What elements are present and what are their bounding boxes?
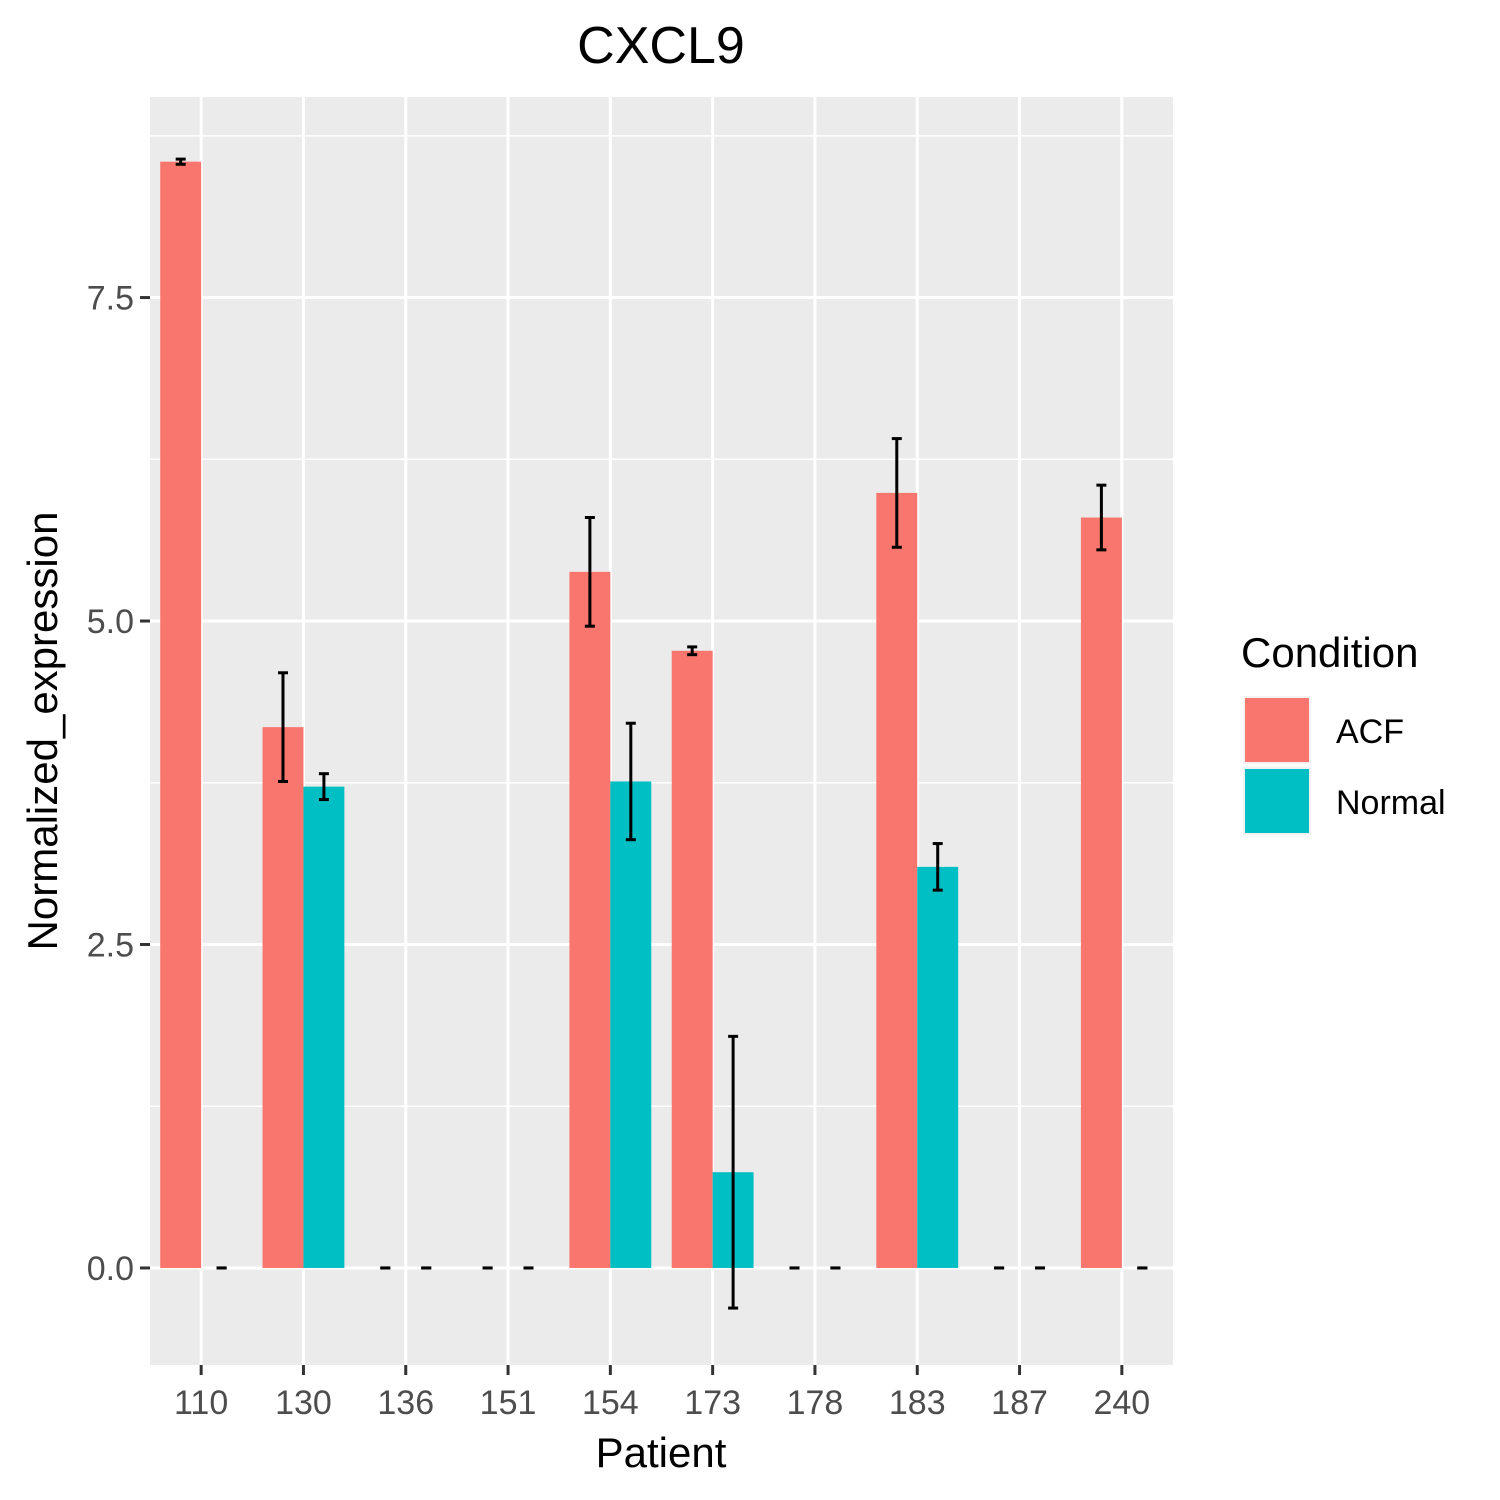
bar-acf-173 — [671, 650, 713, 1268]
legend-key-acf — [1245, 698, 1309, 762]
bar-normal-183 — [917, 866, 959, 1268]
x-tick-label: 110 — [174, 1384, 228, 1422]
legend-key-normal — [1245, 769, 1309, 833]
bar-acf-110 — [160, 161, 202, 1268]
x-tick-label: 187 — [991, 1384, 1048, 1422]
chart-title: CXCL9 — [577, 17, 745, 75]
y-tick-label: 7.5 — [87, 280, 134, 318]
axes: 0.0 2.5 5.0 7.5 110 130 136 151 154 173 178 183 187 2… — [87, 280, 1150, 1422]
legend-title: Condition — [1241, 629, 1418, 676]
legend: Condition ACF Normal — [1241, 629, 1446, 835]
y-tick-label: 0.0 — [87, 1250, 134, 1288]
legend-label-acf: ACF — [1336, 713, 1404, 751]
bar-acf-130 — [262, 727, 304, 1268]
y-tick-label: 5.0 — [87, 603, 134, 641]
bar-acf-154 — [569, 571, 611, 1268]
bar-normal-130 — [303, 786, 345, 1268]
legend-label-normal: Normal — [1336, 784, 1446, 822]
bar-normal-154 — [610, 781, 652, 1268]
x-tick-label: 240 — [1093, 1384, 1150, 1422]
x-tick-label: 173 — [684, 1384, 741, 1422]
x-tick-label: 178 — [787, 1384, 844, 1422]
y-tick-label: 2.5 — [87, 926, 134, 964]
x-tick-label: 136 — [377, 1384, 434, 1422]
x-tick-label: 151 — [480, 1384, 537, 1422]
y-axis-title: Normalized_expression — [19, 512, 66, 951]
x-tick-label: 154 — [582, 1384, 639, 1422]
bars — [160, 161, 1122, 1268]
x-axis-title: Patient — [596, 1429, 727, 1476]
bar-acf-183 — [876, 492, 918, 1268]
x-tick-label: 183 — [889, 1384, 946, 1422]
bar-acf-240 — [1080, 517, 1122, 1268]
error-bars — [175, 157, 1148, 1310]
x-tick-label: 130 — [275, 1384, 332, 1422]
